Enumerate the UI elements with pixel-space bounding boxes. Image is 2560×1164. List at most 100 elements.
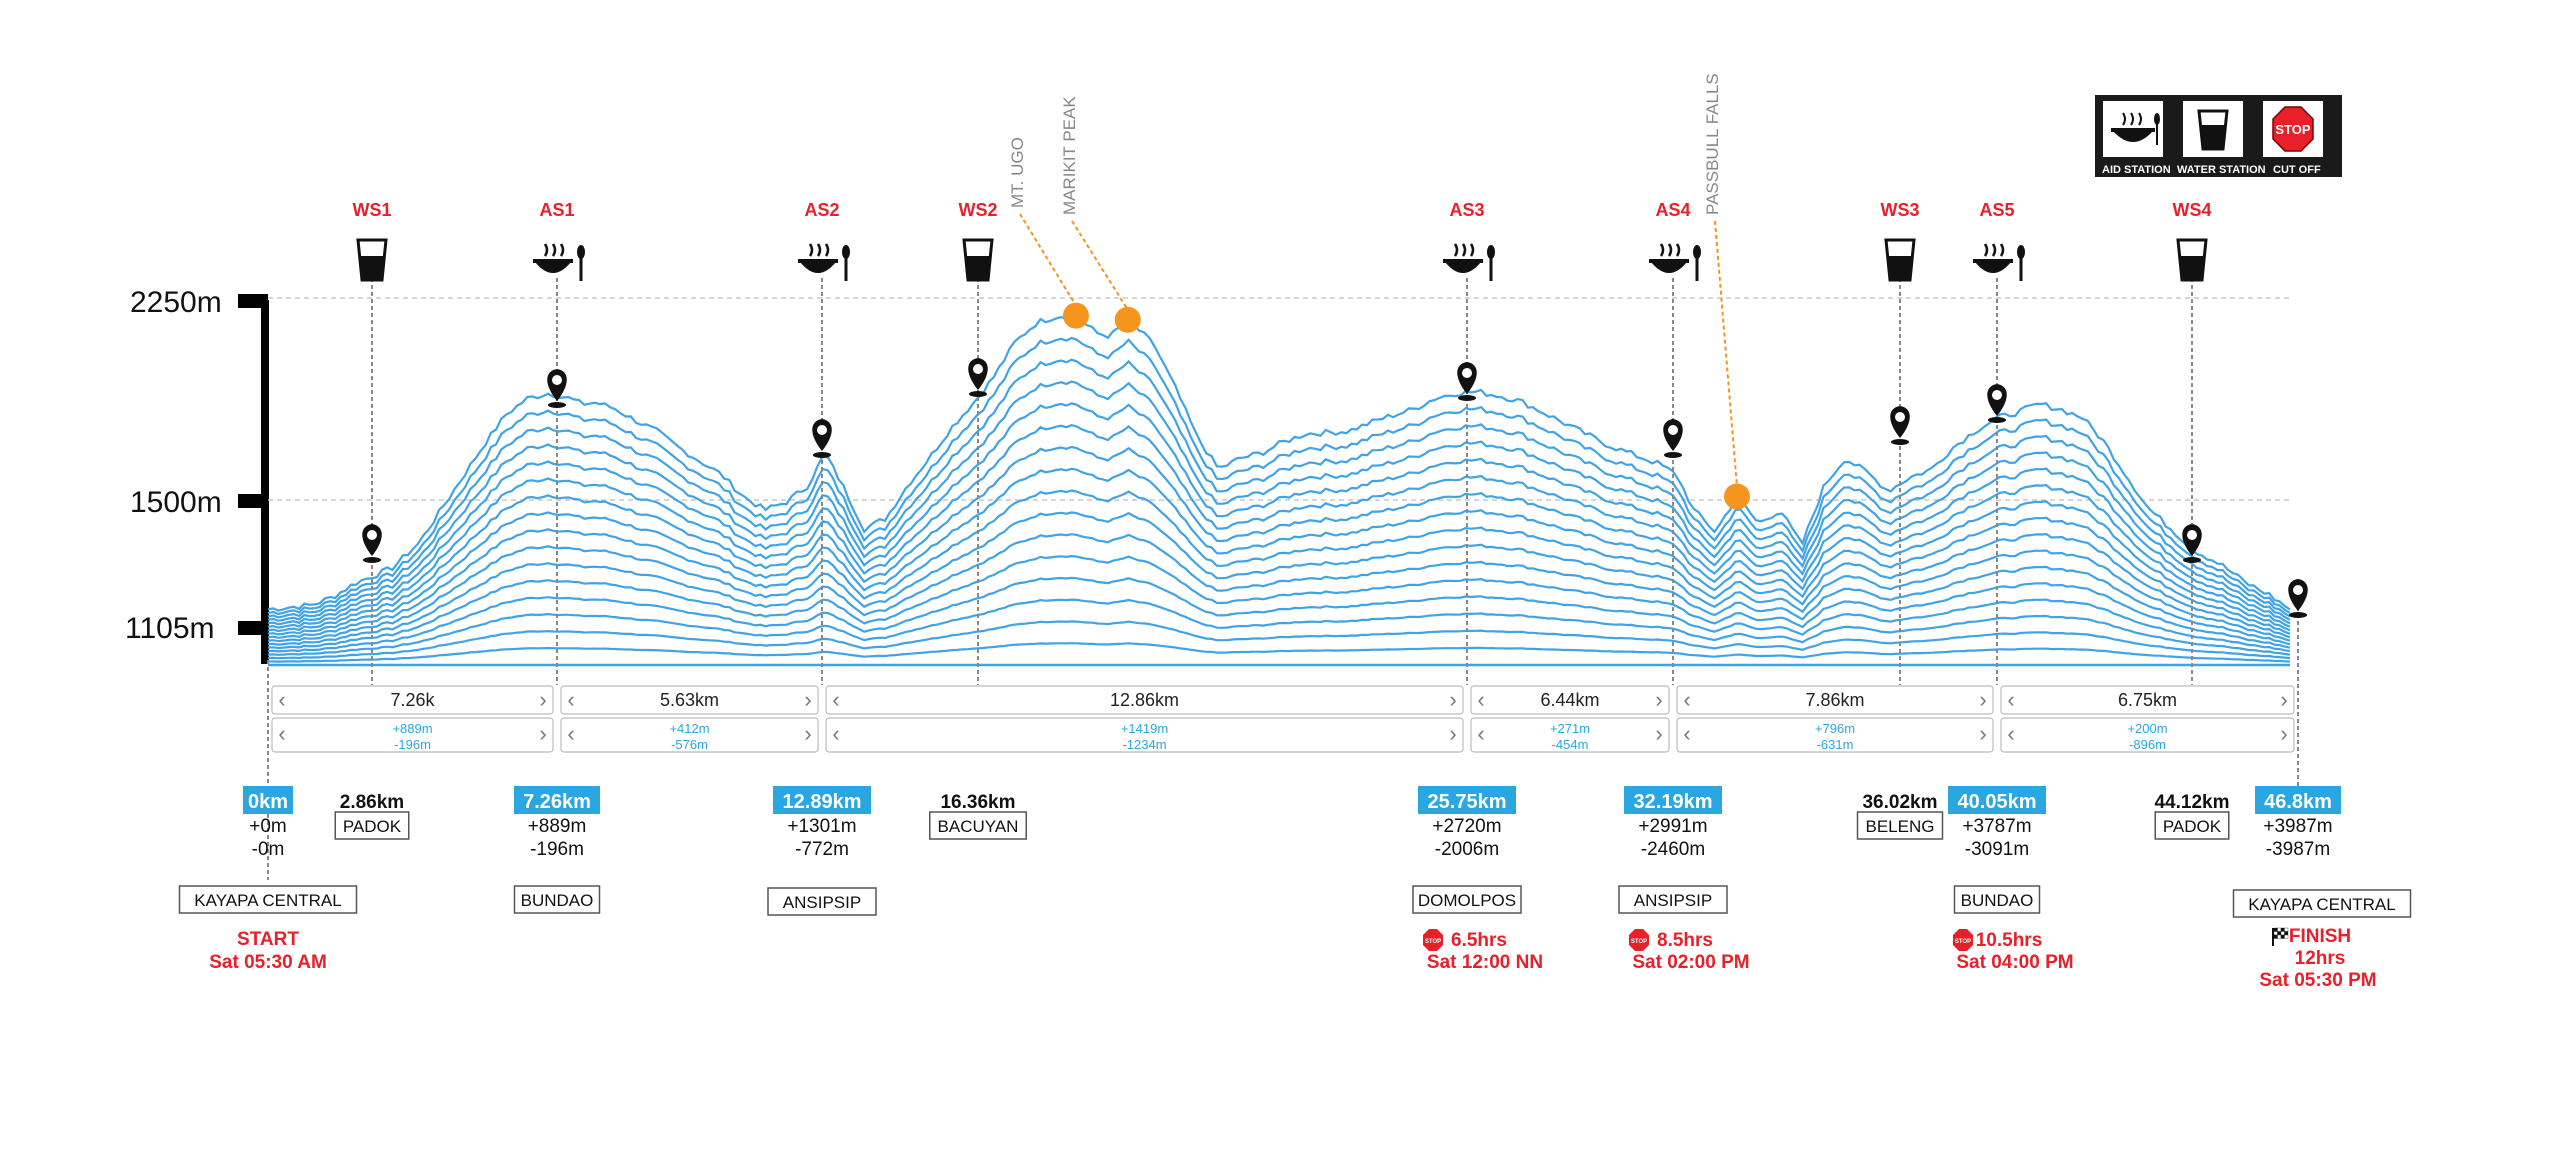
cutoff-time: Sat 04:00 PM bbox=[1956, 952, 2073, 973]
peak-label: MARIKIT PEAK bbox=[1060, 96, 1079, 215]
segment-chevron-icon: ‹ bbox=[1683, 721, 1690, 746]
station-id: AS5 bbox=[1979, 200, 2014, 220]
peak-label: PASSBULL FALLS bbox=[1703, 73, 1722, 215]
segment-distance: 12.86km bbox=[1110, 690, 1179, 710]
start-gain: +0m bbox=[249, 816, 287, 837]
finish-gain: +3987m bbox=[2263, 816, 2332, 837]
location-pin-icon bbox=[812, 419, 832, 458]
station-gain: +2720m bbox=[1432, 816, 1501, 837]
place-label-box bbox=[1953, 885, 2041, 914]
place-label: BUNDAO bbox=[521, 891, 594, 910]
gridlines bbox=[268, 297, 2290, 501]
station-id: AS4 bbox=[1655, 200, 1690, 220]
segment-distance-box bbox=[1676, 685, 1994, 715]
profile-line bbox=[267, 445, 2291, 633]
segment-chevron-icon: ‹ bbox=[2007, 687, 2014, 712]
segment-chevron-icon: › bbox=[804, 687, 811, 712]
svg-text:STOP: STOP bbox=[1955, 939, 1971, 945]
station-loss: -772m bbox=[795, 839, 849, 860]
elevation-profile-lines bbox=[267, 314, 2291, 667]
segment-loss: -196m bbox=[394, 737, 431, 752]
segment-gain: +200m bbox=[2127, 721, 2167, 736]
peak-markers: MT. UGO MARIKIT PEAK PASSBULL FALLS bbox=[1008, 73, 1750, 510]
segment-gain: +271m bbox=[1550, 721, 1590, 736]
segment-gain: +796m bbox=[1815, 721, 1855, 736]
segment-loss: -896m bbox=[2129, 737, 2166, 752]
segment-chevron-icon: › bbox=[1979, 687, 1986, 712]
legend-cutoff-icon: STOP bbox=[2263, 101, 2323, 157]
place-label: DOMOLPOS bbox=[1418, 891, 1516, 910]
profile-line bbox=[267, 620, 2291, 660]
km-badge-label: 12.89km bbox=[783, 791, 862, 813]
segment-elev-box bbox=[825, 717, 1464, 753]
segment-loss: -454m bbox=[1552, 737, 1589, 752]
place-label-box bbox=[178, 885, 358, 914]
profile-line bbox=[267, 489, 2291, 639]
segment-distance-box bbox=[560, 685, 819, 715]
place-label: KAYAPA CENTRAL bbox=[2248, 895, 2395, 914]
segment-loss: -631m bbox=[1817, 737, 1854, 752]
station-km-badge bbox=[1948, 786, 2046, 814]
segment-chevron-icon: › bbox=[1655, 687, 1662, 712]
km-badge-label: 40.05km bbox=[1958, 791, 2037, 813]
km-badge-label: 7.26km bbox=[523, 791, 591, 813]
station-km: 16.36km bbox=[940, 792, 1015, 813]
peak-dot bbox=[1114, 306, 1141, 333]
segment-gain: +1419m bbox=[1121, 721, 1168, 736]
segment-distance: 5.63km bbox=[660, 690, 719, 710]
stop-icon: STOP bbox=[1953, 929, 1973, 951]
start-label: START bbox=[237, 929, 299, 950]
segment-distance: 7.26k bbox=[390, 690, 435, 710]
aid-station-icon bbox=[798, 243, 850, 281]
segment-chevron-icon: › bbox=[1979, 721, 1986, 746]
place-label-box bbox=[1618, 885, 1728, 914]
location-pin-icon bbox=[1663, 419, 1683, 458]
segment-chevron-icon: ‹ bbox=[278, 687, 285, 712]
segment-chevron-icon: › bbox=[2280, 687, 2287, 712]
segment-elev-box bbox=[560, 717, 819, 753]
cutoff-time: Sat 02:00 PM bbox=[1632, 952, 1749, 973]
y-tick-1105: 1105m bbox=[125, 612, 215, 645]
profile-line bbox=[267, 533, 2291, 646]
aid-station-icon bbox=[533, 243, 585, 281]
station-gain: +1301m bbox=[787, 816, 856, 837]
profile-line bbox=[267, 576, 2291, 653]
start-km-badge bbox=[243, 786, 293, 814]
legend-water-label: WATER STATION bbox=[2177, 164, 2266, 176]
place-label-box bbox=[929, 811, 1027, 840]
stop-icon: STOP bbox=[1423, 929, 1443, 951]
segment-elev-box bbox=[2000, 717, 2295, 753]
station-gain: +3787m bbox=[1962, 816, 2031, 837]
station-id: WS2 bbox=[958, 200, 997, 220]
segment-chevron-icon: › bbox=[539, 687, 546, 712]
finish-hours: 12hrs bbox=[2295, 948, 2346, 969]
peak-leader bbox=[1714, 220, 1738, 487]
segment-gain: +412m bbox=[669, 721, 709, 736]
station-markers: WS1 AS1 AS2 WS2 AS3 AS4 WS3 AS5 WS4 bbox=[267, 200, 2308, 880]
stop-icon: STOP bbox=[1629, 929, 1649, 951]
segment-elev-box bbox=[1676, 717, 1994, 753]
location-pin-icon bbox=[1890, 406, 1910, 445]
profile-line bbox=[267, 598, 2291, 656]
place-label-box bbox=[1412, 885, 1522, 914]
km-badge-label: 46.8km bbox=[2264, 791, 2332, 813]
station-id: AS3 bbox=[1449, 200, 1484, 220]
finish-time: Sat 05:30 PM bbox=[2259, 970, 2376, 991]
start-loss: -0m bbox=[252, 839, 285, 860]
svg-text:STOP: STOP bbox=[1425, 939, 1441, 945]
station-km-badge bbox=[773, 786, 871, 814]
place-label: PADOK bbox=[2163, 817, 2222, 836]
segment-chevron-icon: › bbox=[1449, 687, 1456, 712]
legend-cutoff-label: CUT OFF bbox=[2273, 164, 2321, 176]
station-loss: -2460m bbox=[1641, 839, 1705, 860]
legend-aid-icon bbox=[2103, 101, 2163, 157]
profile-line bbox=[267, 380, 2291, 622]
place-label: KAYAPA CENTRAL bbox=[194, 891, 341, 910]
water-station-icon bbox=[962, 238, 994, 282]
station-km: 44.12km bbox=[2154, 792, 2229, 813]
station-gain: +2991m bbox=[1638, 816, 1707, 837]
station-loss: -196m bbox=[530, 839, 584, 860]
profile-line bbox=[267, 358, 2291, 619]
